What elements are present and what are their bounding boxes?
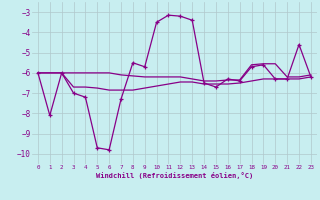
X-axis label: Windchill (Refroidissement éolien,°C): Windchill (Refroidissement éolien,°C): [96, 172, 253, 179]
